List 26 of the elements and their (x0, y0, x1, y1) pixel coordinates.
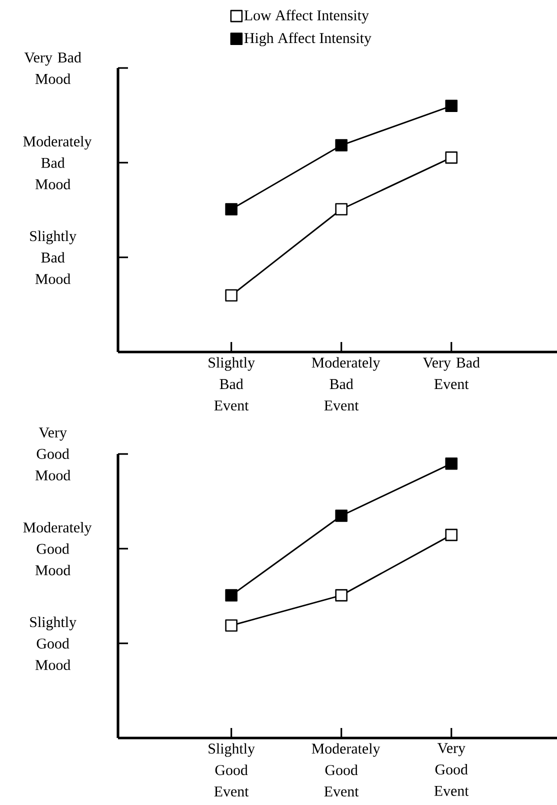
point (445, 100, 458, 112)
x-tick-label: Moderately Bad Event (312, 357, 380, 411)
text: Very Bad Mood (24, 52, 82, 84)
point (335, 589, 348, 602)
text: Very Good Mood (35, 428, 70, 480)
x-tick-label: Slightly Good Event (208, 743, 255, 797)
point (335, 203, 348, 216)
x-tick-label: Very Good Event (434, 743, 469, 796)
point (225, 589, 238, 602)
x-tick-label: Moderately Good Event (312, 743, 380, 797)
point (445, 457, 458, 470)
point (445, 151, 458, 164)
legend-label: Low Affect Intensity (244, 10, 369, 24)
x-tick-label: Very Bad Event (422, 357, 480, 390)
legend-label: High Affect Intensity (244, 32, 372, 46)
text: Slightly Bad Mood (30, 230, 76, 284)
text: Slightly Good Mood (30, 616, 76, 670)
point (225, 203, 238, 216)
text: Moderately Bad Mood (23, 136, 92, 190)
point (225, 289, 238, 302)
text: Moderately Good Mood (23, 522, 92, 576)
x-tick-label: Slightly Bad Event (208, 357, 255, 411)
point (335, 510, 348, 522)
point (225, 619, 238, 632)
point (445, 528, 458, 542)
point (335, 139, 348, 152)
